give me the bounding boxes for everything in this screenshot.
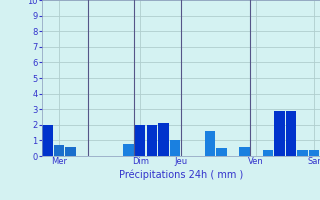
Bar (158, 123, 169, 156)
Bar (204, 131, 215, 156)
Bar (286, 111, 296, 156)
Bar (297, 150, 308, 156)
Bar (239, 147, 250, 156)
Bar (216, 148, 227, 156)
Bar (170, 140, 180, 156)
Bar (42, 125, 52, 156)
Bar (54, 145, 64, 156)
X-axis label: Précipitations 24h ( mm ): Précipitations 24h ( mm ) (119, 169, 243, 180)
Bar (274, 111, 284, 156)
Bar (147, 125, 157, 156)
Bar (309, 150, 319, 156)
Bar (135, 125, 145, 156)
Bar (65, 147, 76, 156)
Bar (124, 144, 134, 156)
Bar (263, 150, 273, 156)
